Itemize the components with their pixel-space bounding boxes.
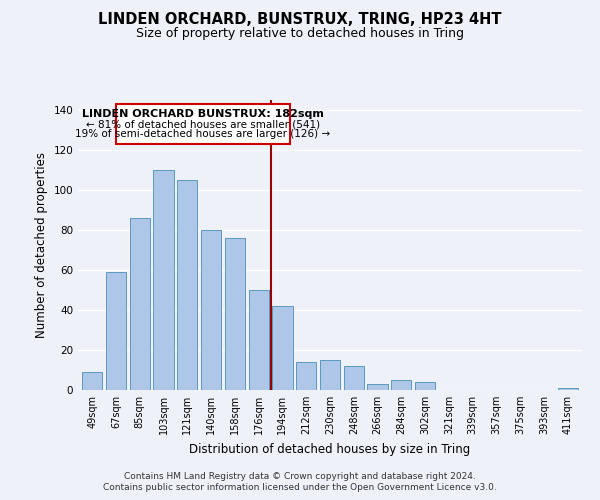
Bar xyxy=(320,360,340,390)
Text: ← 81% of detached houses are smaller (541): ← 81% of detached houses are smaller (54… xyxy=(86,119,320,129)
Text: Contains HM Land Registry data © Crown copyright and database right 2024.: Contains HM Land Registry data © Crown c… xyxy=(124,472,476,481)
Bar xyxy=(272,306,293,390)
Bar xyxy=(296,362,316,390)
Bar xyxy=(415,382,435,390)
Bar xyxy=(154,170,173,390)
Text: LINDEN ORCHARD BUNSTRUX: 182sqm: LINDEN ORCHARD BUNSTRUX: 182sqm xyxy=(82,109,324,119)
X-axis label: Distribution of detached houses by size in Tring: Distribution of detached houses by size … xyxy=(190,442,470,456)
Bar xyxy=(201,230,221,390)
Bar xyxy=(248,290,269,390)
Bar xyxy=(391,380,412,390)
Y-axis label: Number of detached properties: Number of detached properties xyxy=(35,152,48,338)
Bar xyxy=(367,384,388,390)
FancyBboxPatch shape xyxy=(116,104,290,144)
Bar xyxy=(344,366,364,390)
Bar xyxy=(130,218,150,390)
Text: LINDEN ORCHARD, BUNSTRUX, TRING, HP23 4HT: LINDEN ORCHARD, BUNSTRUX, TRING, HP23 4H… xyxy=(98,12,502,28)
Text: 19% of semi-detached houses are larger (126) →: 19% of semi-detached houses are larger (… xyxy=(75,129,331,139)
Bar xyxy=(106,272,126,390)
Text: Contains public sector information licensed under the Open Government Licence v3: Contains public sector information licen… xyxy=(103,484,497,492)
Bar xyxy=(557,388,578,390)
Bar xyxy=(177,180,197,390)
Bar xyxy=(225,238,245,390)
Text: Size of property relative to detached houses in Tring: Size of property relative to detached ho… xyxy=(136,28,464,40)
Bar xyxy=(82,372,103,390)
